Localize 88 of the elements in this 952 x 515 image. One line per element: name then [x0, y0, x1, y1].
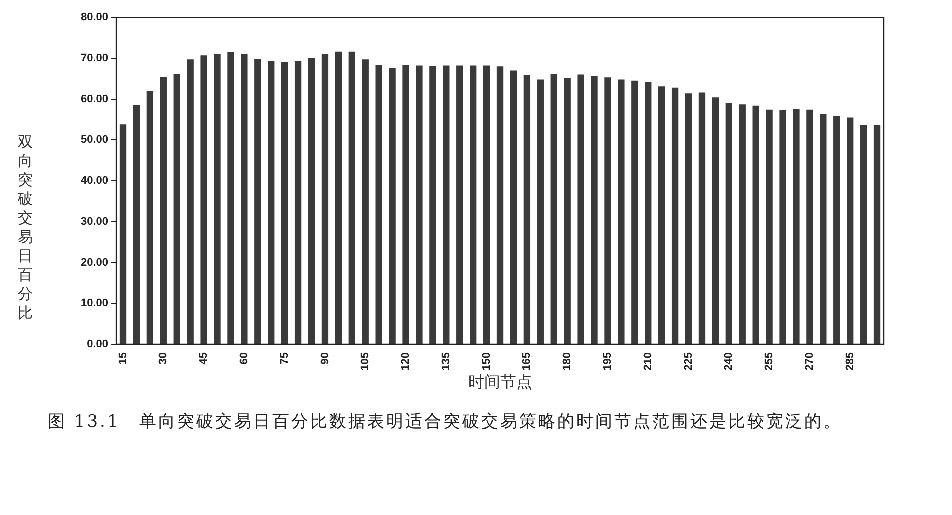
bar — [698, 92, 706, 344]
x-tick-label: 135 — [440, 352, 452, 371]
y-tick-label: 0.00 — [87, 338, 109, 350]
bar — [860, 125, 868, 344]
x-axis-title: 时间节点 — [468, 372, 532, 392]
bar — [618, 80, 625, 344]
y-tick-label: 60.00 — [80, 93, 109, 106]
bar — [254, 59, 262, 344]
x-tick-label: 30 — [158, 352, 170, 365]
bar — [402, 65, 410, 344]
bar — [766, 110, 773, 344]
bar — [214, 54, 221, 344]
bar — [550, 74, 558, 344]
bar — [456, 66, 464, 344]
bar — [228, 52, 234, 344]
bar — [604, 78, 612, 344]
bar — [645, 82, 652, 344]
bar — [322, 54, 329, 344]
bar — [160, 77, 167, 344]
x-tick-label: 120 — [400, 352, 412, 371]
x-tick-label: 255 — [764, 352, 776, 371]
x-tick-label: 60 — [238, 352, 250, 365]
x-tick-label: 90 — [319, 352, 332, 365]
bar — [348, 52, 356, 344]
bar — [752, 106, 760, 344]
bar — [726, 102, 732, 344]
bar — [780, 110, 786, 344]
y-tick-label: 70.00 — [80, 52, 109, 64]
bar — [739, 104, 746, 344]
y-tick-label: 80.00 — [80, 12, 109, 24]
x-tick-label: 150 — [480, 352, 493, 371]
x-tick-label: 195 — [602, 352, 614, 371]
bar — [335, 52, 342, 344]
y-tick-label: 50.00 — [80, 134, 109, 146]
bar — [200, 56, 208, 344]
x-tick-label: 45 — [198, 352, 210, 365]
bar — [146, 92, 154, 344]
bar — [443, 66, 450, 344]
bar — [282, 62, 288, 344]
bar — [510, 70, 518, 344]
bar — [187, 60, 194, 344]
bar — [806, 110, 814, 344]
bar — [793, 110, 800, 344]
bar — [470, 66, 477, 344]
bar — [874, 125, 881, 344]
bar — [294, 61, 302, 344]
y-tick-label: 10.00 — [80, 298, 109, 310]
x-tick-label: 15 — [117, 352, 130, 365]
bar — [430, 66, 436, 344]
bar — [564, 78, 571, 344]
x-tick-label: 285 — [844, 352, 856, 371]
bar — [416, 66, 423, 344]
x-tick-label: 165 — [521, 352, 534, 371]
bar — [376, 65, 382, 344]
bar — [308, 58, 316, 344]
text: 双向突破交易日百分比 — [18, 133, 33, 322]
caption: 图 13.1 单向突破交易日百分比数据表明适合突破交易策略的时间节点范围还是比较宽泛的。 — [48, 411, 844, 434]
bar — [389, 68, 396, 344]
bar — [658, 86, 666, 344]
x-tick-label: 210 — [642, 352, 654, 371]
bar — [847, 118, 854, 344]
bar — [591, 76, 598, 344]
bar — [632, 80, 638, 344]
bar — [268, 61, 275, 344]
bar — [174, 74, 180, 344]
bar — [133, 105, 140, 344]
x-tick-label: 240 — [723, 352, 736, 371]
bar — [672, 88, 679, 344]
bar — [524, 75, 531, 344]
bar — [496, 66, 504, 344]
x-tick-label: 270 — [804, 352, 816, 371]
x-tick-label: 105 — [360, 352, 372, 371]
x-tick-label: 225 — [682, 352, 695, 371]
bar — [578, 74, 584, 344]
bar — [537, 80, 544, 344]
y-tick-label: 20.00 — [80, 256, 109, 269]
bar — [834, 116, 840, 344]
bar — [712, 98, 720, 344]
bar — [483, 66, 490, 344]
bar — [362, 60, 369, 344]
y-tick-label: 40.00 — [80, 175, 109, 188]
y-tick-label: 30.00 — [80, 216, 109, 228]
bar — [241, 54, 248, 344]
x-tick-label: 75 — [278, 352, 291, 365]
bar — [120, 124, 127, 344]
bar — [820, 114, 827, 344]
x-tick-label: 180 — [562, 352, 574, 371]
bar — [685, 94, 692, 344]
